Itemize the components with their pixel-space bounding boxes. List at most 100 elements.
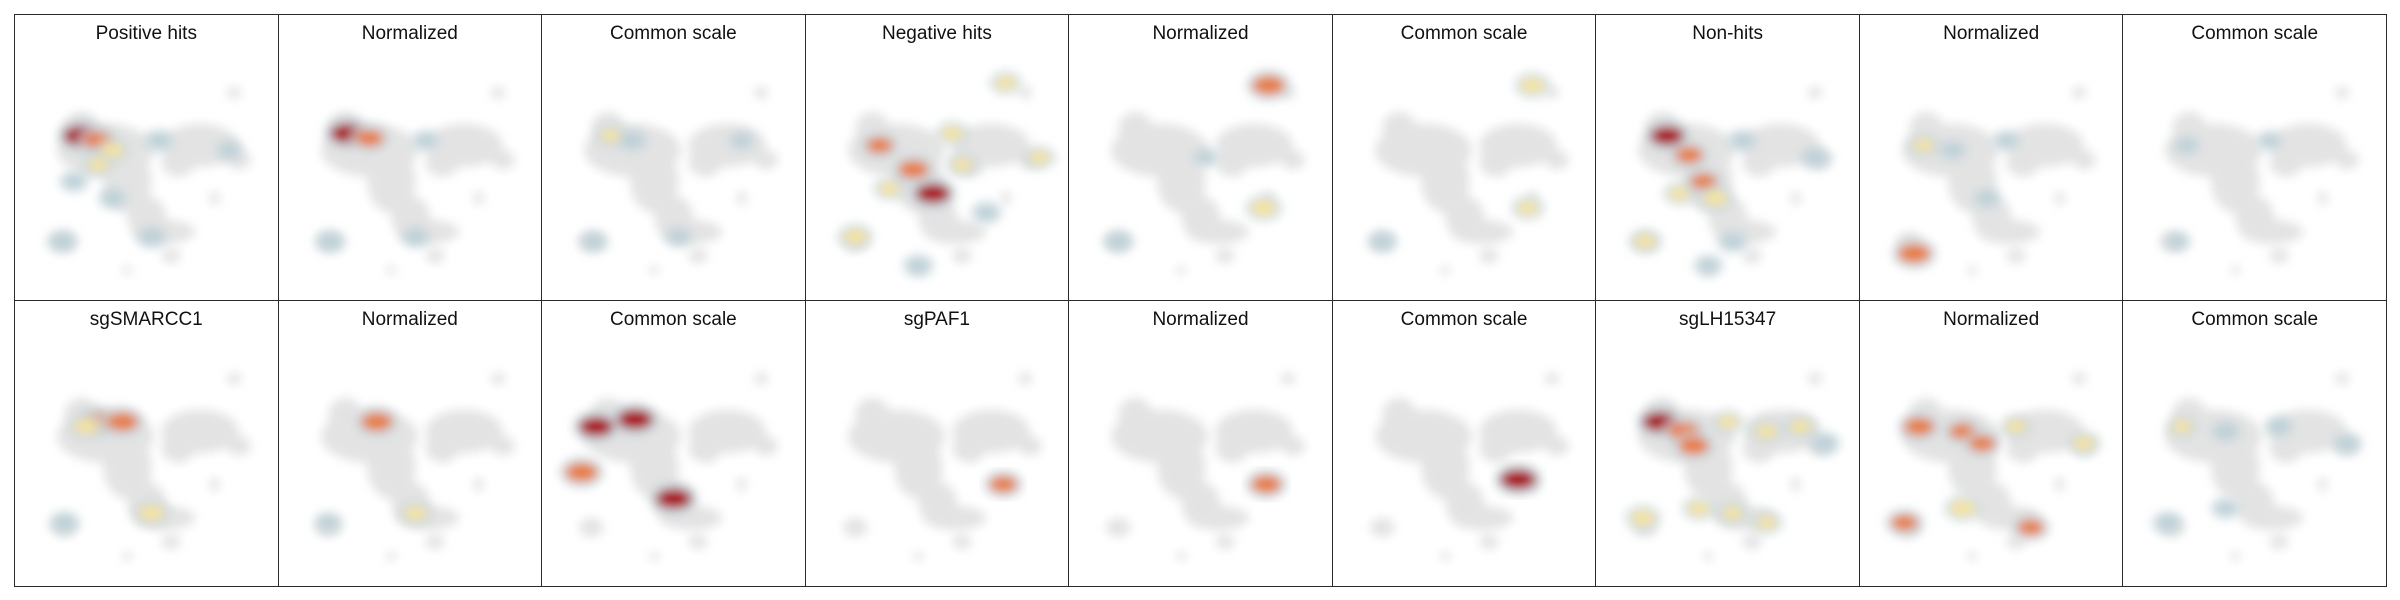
density-hotspot — [951, 158, 972, 171]
density-hotspot — [584, 236, 603, 248]
density-hotspot — [1198, 152, 1214, 163]
umap-panel: Non-hits — [1595, 14, 1860, 301]
density-hotspot — [989, 476, 1017, 493]
umap-density-plot — [842, 372, 1042, 562]
umap-panel: Normalized — [277, 300, 543, 587]
embedding-region — [386, 265, 396, 276]
embedding-region — [1544, 150, 1569, 170]
embedding-region — [2071, 86, 2087, 99]
embedding-region — [649, 551, 660, 562]
embedding-region — [1000, 191, 1011, 206]
embedding-region — [161, 433, 196, 463]
embedding-region — [1479, 433, 1514, 463]
panel-title: Positive hits — [95, 23, 197, 44]
embedding-region — [386, 551, 396, 562]
density-hotspot — [670, 231, 688, 242]
embedding-region — [161, 534, 181, 550]
panel-title: Common scale — [2191, 23, 2319, 44]
density-hotspot — [655, 488, 692, 509]
density-hotspot — [600, 129, 622, 142]
umap-panel: Common scale — [2122, 14, 2387, 301]
umap-density-plot — [1367, 72, 1569, 276]
umap-density-plot — [836, 71, 1056, 277]
umap-panel: sgLH15347 — [1595, 300, 1860, 587]
panel-title: Normalized — [361, 309, 458, 330]
embedding-region — [842, 517, 868, 538]
embedding-region — [226, 86, 242, 99]
embedding-region — [424, 534, 445, 550]
density-hotspot — [1891, 515, 1918, 531]
embedding-region — [161, 147, 196, 177]
umap-panel: Common scale — [2122, 300, 2387, 587]
umap-panel: sgPAF1 — [804, 300, 1070, 587]
density-hotspot — [898, 160, 929, 178]
embedding-region — [473, 191, 484, 206]
panel-title: sgSMARCC1 — [89, 309, 203, 330]
embedding-region — [2071, 372, 2087, 385]
embedding-region — [2211, 436, 2261, 499]
density-hotspot — [915, 183, 950, 204]
density-hotspot — [1520, 78, 1545, 93]
density-hotspot — [995, 76, 1016, 90]
density-hotspot — [1949, 500, 1976, 516]
embedding-region — [490, 86, 505, 99]
panel-title: sgPAF1 — [903, 309, 971, 330]
embedding-region — [579, 517, 604, 538]
embedding-region — [913, 551, 923, 562]
embedding-region — [2318, 477, 2328, 492]
embedding-region — [688, 433, 723, 463]
embedding-region — [1420, 436, 1470, 499]
density-hotspot — [1717, 415, 1739, 428]
embedding-region — [1176, 265, 1187, 276]
density-hotspot — [2261, 135, 2278, 146]
density-hotspot — [2338, 437, 2357, 449]
embedding-region — [1118, 111, 1153, 146]
density-hotspot — [1699, 260, 1718, 272]
umap-panel-grid: Positive hits Normalized Common scale Negat… — [14, 14, 2387, 587]
umap-density-plot — [2152, 372, 2363, 562]
embedding-region — [2269, 248, 2290, 264]
density-hotspot — [1703, 191, 1728, 206]
umap-panel: Negative hits — [804, 14, 1070, 301]
density-hotspot — [1756, 516, 1778, 529]
embedding-region — [1977, 219, 2041, 244]
embedding-region — [366, 150, 416, 213]
embedding-region — [490, 150, 515, 170]
embedding-region — [2269, 433, 2304, 463]
umap-panel: Common scale — [541, 14, 806, 301]
density-hotspot — [1373, 236, 1392, 248]
density-hotspot — [1723, 235, 1743, 248]
density-hotspot — [1978, 193, 1996, 204]
embedding-region — [2071, 150, 2096, 170]
embedding-region — [1449, 505, 1514, 530]
density-hotspot — [623, 134, 643, 147]
embedding-region — [2006, 433, 2041, 463]
density-hotspot — [52, 235, 72, 248]
embedding-region — [951, 248, 972, 264]
embedding-region — [103, 436, 152, 499]
embedding-region — [688, 248, 708, 264]
umap-panel: Common scale — [1331, 300, 1597, 587]
embedding-region — [1281, 372, 1296, 385]
umap-density-plot — [1102, 69, 1306, 276]
embedding-region — [1118, 397, 1153, 432]
embedding-region — [1791, 191, 1801, 206]
density-hotspot — [2169, 236, 2186, 247]
density-hotspot — [1251, 200, 1277, 216]
density-hotspot — [1679, 437, 1710, 455]
embedding-region — [1544, 372, 1560, 385]
embedding-region — [1215, 534, 1235, 550]
density-hotspot — [2217, 502, 2236, 514]
embedding-region — [1281, 436, 1306, 456]
density-hotspot — [1997, 135, 2015, 146]
density-hotspot — [1634, 235, 1657, 248]
umap-density-plot — [1885, 372, 2101, 562]
embedding-region — [688, 147, 723, 177]
embedding-region — [1157, 150, 1206, 213]
embedding-region — [1791, 477, 1801, 492]
embedding-region — [1186, 505, 1250, 530]
embedding-region — [122, 551, 133, 562]
density-hotspot — [103, 192, 122, 204]
embedding-region — [1479, 147, 1514, 177]
density-hotspot — [578, 416, 614, 437]
